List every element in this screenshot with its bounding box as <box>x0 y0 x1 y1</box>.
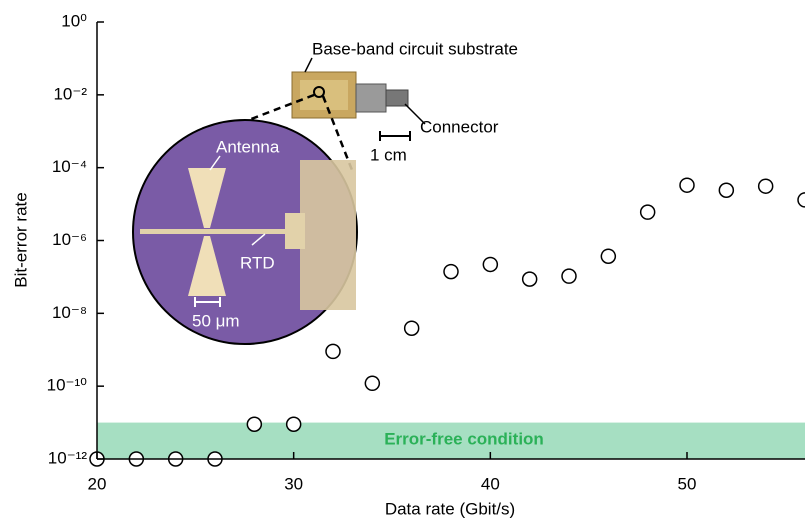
data-point <box>247 417 261 431</box>
data-point <box>326 344 340 358</box>
y-tick-label: 10⁻⁶ <box>52 230 87 249</box>
data-point <box>601 249 615 263</box>
data-point <box>759 179 773 193</box>
x-tick-label: 20 <box>88 474 107 493</box>
x-tick-label: 30 <box>284 474 303 493</box>
connector-tip <box>386 90 408 106</box>
y-tick-label: 10⁻¹² <box>48 448 88 467</box>
annotation: RTD <box>240 253 275 272</box>
data-point <box>719 183 733 197</box>
y-tick-label: 10⁻⁸ <box>52 303 87 322</box>
x-tick-label: 50 <box>678 474 697 493</box>
line <box>140 229 290 234</box>
y-axis-label: Bit-error rate <box>11 192 30 287</box>
annotation: 50 μm <box>192 311 240 330</box>
data-point <box>444 265 458 279</box>
y-tick-label: 10⁻⁴ <box>52 157 87 176</box>
leader <box>305 58 312 72</box>
data-point <box>562 269 576 283</box>
page: Data rate (Gbit/s) Bit-error rate Base-b… <box>0 0 805 525</box>
annotation: Base-band circuit substrate <box>312 39 518 58</box>
data-point <box>523 272 537 286</box>
annotation: Connector <box>420 117 499 136</box>
y-tick-label: 10⁻¹⁰ <box>47 376 88 395</box>
x-axis-label: Data rate (Gbit/s) <box>385 499 515 518</box>
x-tick-label: 40 <box>481 474 500 493</box>
y-tick-label: 10⁻² <box>53 84 87 103</box>
data-point <box>365 376 379 390</box>
chart: Data rate (Gbit/s) Bit-error rate Base-b… <box>0 0 805 525</box>
inset: Base-band circuit substrate Connector 1 … <box>133 39 518 344</box>
data-point <box>405 321 419 335</box>
data-point <box>798 193 805 207</box>
y-tick-label: 10⁰ <box>61 11 87 30</box>
data-point <box>483 257 497 271</box>
connector-body <box>356 84 386 112</box>
pad <box>300 160 356 310</box>
band-label: Error-free condition <box>384 429 544 448</box>
data-point <box>641 205 655 219</box>
data-point <box>680 178 694 192</box>
annotation: Antenna <box>216 137 280 156</box>
data-point <box>287 417 301 431</box>
annotation: 1 cm <box>370 145 407 164</box>
